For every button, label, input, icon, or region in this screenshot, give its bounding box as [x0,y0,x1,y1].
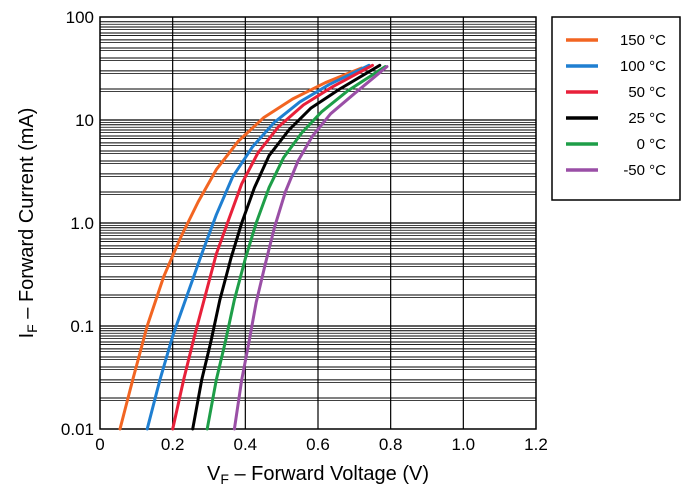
x-axis-label-main: V [207,463,221,485]
series-line-3 [191,63,382,431]
x-tick-label: 1.0 [452,435,476,454]
series-line-0 [118,66,364,431]
legend-label-4: 0 °C [637,136,667,153]
x-tick-label: 0.2 [161,435,185,454]
x-tick-label: 1.2 [524,435,548,454]
x-axis-label-rest: – Forward Voltage (V) [229,463,429,485]
series-line-1 [145,63,371,431]
x-tick-labels: 0 0.2 0.4 0.6 0.8 1.0 1.2 [95,435,548,454]
y-axis-label-rest: – Forward Current (mA) [16,108,38,325]
y-tick-label: 1.0 [70,214,94,233]
series-lines [118,63,389,431]
y-tick-label: 0.01 [61,420,94,439]
x-tick-label: 0.8 [379,435,403,454]
y-tick-label: 0.1 [70,317,94,336]
x-axis-label: VF – Forward Voltage (V) [207,463,429,487]
x-tick-label: 0.6 [306,435,330,454]
y-axis-label-sub: F [24,324,40,333]
x-axis-label-sub: F [220,471,229,487]
series-line-5 [232,65,389,431]
legend-label-1: 100 °C [620,58,666,75]
x-tick-label: 0 [95,435,104,454]
series-line-2 [171,63,374,431]
y-axis-label: IF – Forward Current (mA) [16,108,40,339]
legend-label-0: 150 °C [620,32,666,49]
y-axis-label-main: I [16,333,38,339]
legend-label-5: -50 °C [623,162,666,179]
x-tick-label: 0.4 [234,435,258,454]
y-tick-labels: 0.01 0.1 1.0 10 100 [61,8,94,439]
legend: 150 °C 100 °C 50 °C 25 °C 0 °C -50 °C [551,16,681,201]
plot-frame [99,16,537,430]
series-line-4 [205,65,387,431]
grid [100,17,536,429]
y-tick-label: 10 [75,111,94,130]
y-tick-label: 100 [66,8,94,27]
legend-label-3: 25 °C [628,110,666,127]
legend-label-2: 50 °C [628,84,666,101]
